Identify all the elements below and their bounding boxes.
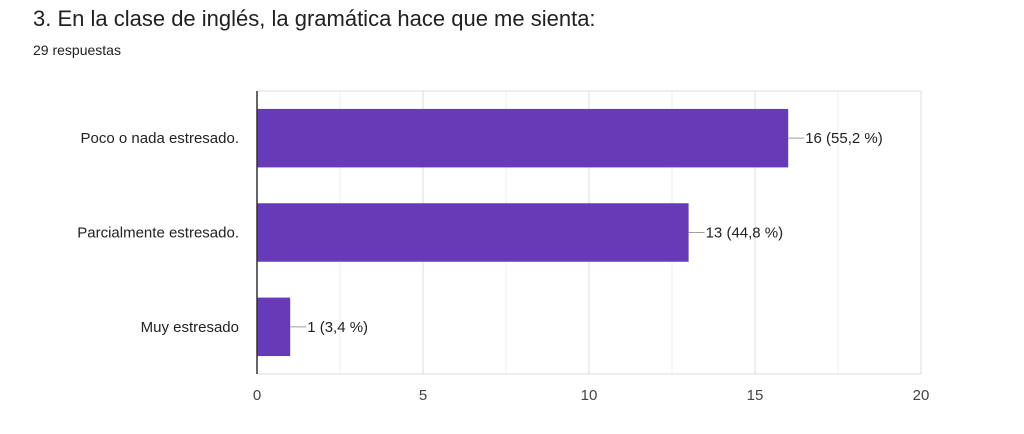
x-tick-label: 10 — [581, 387, 598, 404]
x-tick-label: 15 — [747, 387, 764, 404]
data-label: 16 (55,2 %) — [805, 130, 883, 147]
x-tick-label: 20 — [913, 387, 930, 404]
bar — [257, 108, 789, 168]
question-title: 3. En la clase de inglés, la gramática h… — [33, 6, 596, 31]
category-label: Parcialmente estresado. — [77, 225, 239, 242]
data-label: 13 (44,8 %) — [706, 225, 784, 242]
x-tick-label: 5 — [419, 387, 427, 404]
bar — [257, 297, 291, 357]
response-count: 29 respuestas — [33, 42, 121, 58]
data-label: 1 (3,4 %) — [307, 319, 368, 336]
category-label: Muy estresado — [141, 319, 239, 336]
x-tick-label: 0 — [253, 387, 261, 404]
category-label: Poco o nada estresado. — [81, 130, 239, 147]
bar — [257, 203, 689, 262]
